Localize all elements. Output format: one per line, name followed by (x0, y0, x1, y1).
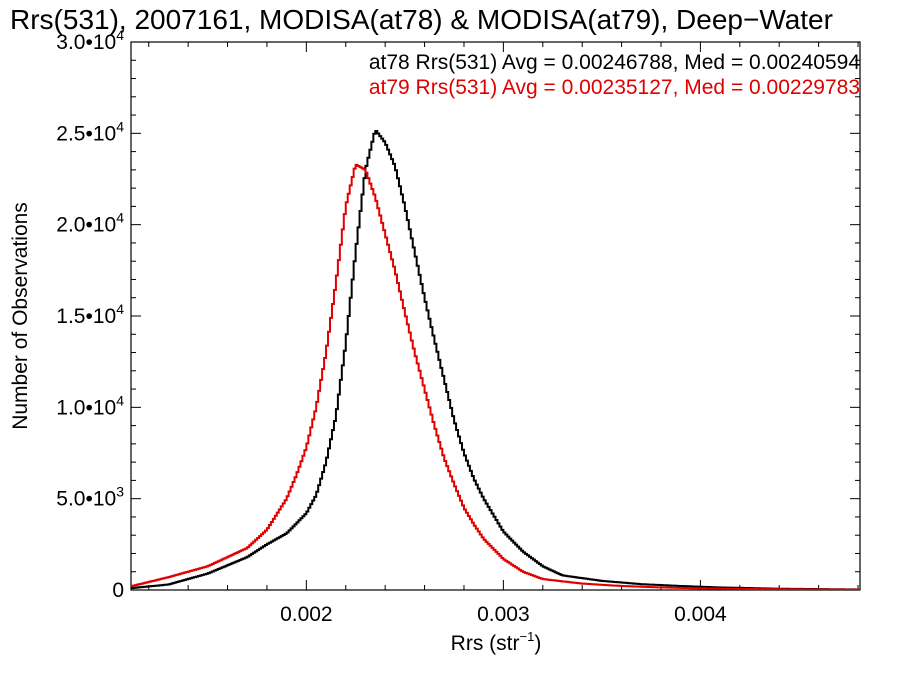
series-layer (131, 129, 860, 590)
legend: at78 Rrs(531) Avg = 0.00246788, Med = 0.… (369, 51, 860, 99)
y-tick-label: 1.0•104 (56, 392, 124, 419)
x-tick-label: 0.004 (674, 603, 727, 626)
y-tick-mantissa: 2.5•10 (56, 122, 116, 145)
y-axis-label: Number of Observations (9, 202, 32, 430)
plot-area (130, 41, 861, 591)
x-axis-label: Rrs (str−1) (451, 629, 542, 655)
series-line-1 (131, 163, 860, 590)
y-tick-mantissa: 1.5•10 (56, 305, 116, 328)
y-tick-exponent: 4 (116, 392, 124, 408)
x-tick-label: 0.003 (477, 603, 530, 626)
y-tick-exponent: 3 (116, 484, 124, 500)
y-tick-label: 0 (112, 579, 124, 602)
x-tick-label: 0.002 (280, 603, 333, 626)
y-tick-exponent: 4 (116, 118, 124, 134)
series-line-0 (131, 129, 860, 590)
chart-title: Rrs(531), 2007161, MODISA(at78) & MODISA… (10, 4, 833, 35)
y-tick-label: 2.0•104 (56, 210, 124, 237)
y-tick-mantissa: 2.0•10 (56, 214, 116, 237)
y-tick-exponent: 4 (116, 210, 124, 226)
y-tick-mantissa: 5.0•10 (56, 488, 116, 511)
y-tick-mantissa: 1.0•10 (56, 396, 116, 419)
y-tick-exponent: 4 (116, 27, 124, 43)
y-axis: 05.0•1031.0•1041.5•1042.0•1042.5•1043.0•… (56, 27, 860, 602)
plot-frame (130, 41, 861, 591)
y-tick-mantissa: 3.0•10 (56, 31, 116, 54)
y-tick-label: 3.0•104 (56, 27, 124, 54)
legend-entry-1: at79 Rrs(531) Avg = 0.00235127, Med = 0.… (369, 76, 860, 99)
x-axis-label-text: Rrs (str (451, 632, 520, 655)
x-axis-label-close: ) (534, 632, 541, 655)
y-tick-label: 1.5•104 (56, 301, 124, 328)
legend-entry-0: at78 Rrs(531) Avg = 0.00246788, Med = 0.… (369, 51, 860, 74)
y-tick-label: 2.5•104 (56, 118, 124, 145)
x-axis: 0.002 0.003 0.004 (148, 42, 859, 626)
y-tick-label: 5.0•103 (56, 484, 124, 511)
x-axis-label-sup: −1 (520, 629, 535, 644)
y-tick-exponent: 4 (116, 301, 124, 317)
y-tick-mantissa: 0 (112, 579, 124, 602)
